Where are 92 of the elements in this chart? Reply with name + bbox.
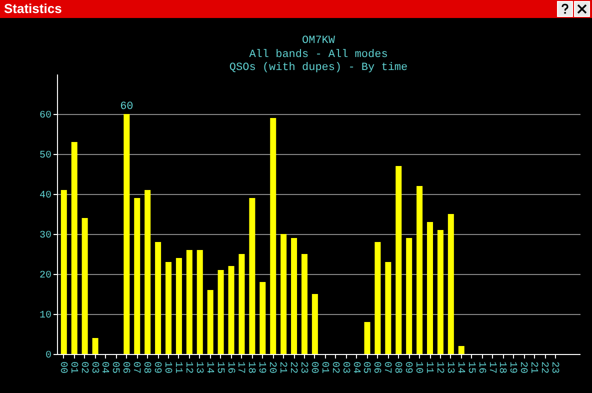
x-tick-label: 01 [67, 362, 78, 374]
x-tick-label: 19 [256, 362, 267, 374]
bar [166, 262, 172, 354]
bar [144, 190, 151, 354]
x-tick-label: 16 [475, 362, 486, 374]
bar [176, 258, 182, 354]
bar [270, 118, 276, 354]
bar [374, 242, 381, 354]
x-tick-label: 01 [318, 362, 330, 374]
x-tick-label: 16 [224, 362, 236, 374]
y-tick-label: 30 [39, 230, 52, 242]
x-tick-label: 18 [245, 362, 256, 374]
x-tick-label: 12 [182, 362, 194, 374]
bar [427, 222, 434, 354]
x-tick-label: 00 [56, 362, 68, 374]
x-tick-label: 10 [162, 362, 173, 374]
data-label: 60 [120, 101, 134, 113]
x-tick-label: 10 [412, 362, 424, 374]
bar [238, 254, 245, 354]
bar [416, 186, 423, 354]
bar [124, 114, 130, 354]
bar [71, 142, 78, 354]
bar [385, 262, 392, 354]
x-tick-label: 20 [266, 362, 278, 374]
x-tick-label: 11 [172, 362, 183, 374]
bar [228, 266, 234, 354]
bar [196, 250, 203, 354]
x-tick-label: 19 [506, 362, 518, 374]
bar [249, 198, 256, 354]
bar [364, 322, 370, 354]
x-tick-label: 17 [486, 362, 497, 374]
x-tick-label: 14 [203, 362, 214, 374]
bar [186, 250, 192, 354]
bar [60, 190, 67, 354]
x-tick-label: 02 [78, 362, 89, 374]
x-tick-label: 21 [276, 362, 288, 374]
x-tick-label: 08 [140, 362, 152, 374]
bar [458, 346, 464, 354]
x-tick-label: 13 [192, 362, 204, 374]
bar [437, 230, 444, 354]
bar [291, 238, 298, 354]
bar [155, 242, 162, 354]
x-tick-label: 07 [381, 362, 392, 374]
bar [280, 234, 287, 354]
x-tick-label: 04 [98, 362, 110, 374]
x-tick-label: 23 [297, 362, 308, 374]
bar [312, 294, 318, 354]
bar [448, 214, 454, 354]
x-tick-label: 07 [130, 362, 142, 374]
x-tick-label: 09 [402, 362, 414, 374]
x-tick-label: 23 [548, 362, 560, 374]
bar [134, 198, 140, 354]
x-tick-label: 08 [392, 362, 403, 374]
x-tick-label: 03 [339, 362, 350, 374]
x-tick-label: 21 [528, 362, 539, 374]
x-tick-label: 15 [214, 362, 225, 374]
x-tick-label: 18 [496, 362, 508, 374]
x-tick-label: 13 [444, 362, 455, 374]
x-tick-label: 15 [464, 362, 476, 374]
y-tick-label: 10 [39, 310, 52, 322]
x-tick-label: 17 [234, 362, 246, 374]
x-tick-label: 20 [517, 362, 528, 374]
x-tick-label: 14 [454, 362, 466, 374]
x-tick-label: 11 [423, 362, 434, 374]
x-tick-label: 22 [287, 362, 298, 374]
x-tick-label: 06 [120, 362, 131, 374]
x-tick-label: 09 [151, 362, 162, 374]
bar [260, 282, 266, 354]
bar [218, 270, 224, 354]
x-tick-label: 02 [328, 362, 340, 374]
x-tick-label: 04 [350, 362, 361, 374]
x-tick-label: 00 [308, 362, 319, 374]
x-tick-label: 05 [360, 362, 372, 374]
text: Statistics [4, 1, 62, 16]
bar [207, 290, 214, 354]
x-tick-label: 03 [88, 362, 100, 374]
bar [396, 166, 402, 354]
bar [301, 254, 308, 354]
bar [82, 218, 88, 354]
y-tick-label: 60 [39, 110, 52, 122]
x-tick-label: 06 [370, 362, 382, 374]
y-tick-label: 0 [45, 350, 52, 362]
bar [92, 338, 98, 354]
y-tick-label: 40 [39, 190, 52, 202]
x-tick-label: 12 [433, 362, 444, 374]
x-tick-label: 22 [538, 362, 550, 374]
y-tick-label: 20 [39, 270, 52, 282]
bar [406, 238, 412, 354]
chart-title: OM7KW [302, 35, 336, 47]
y-tick-label: 50 [39, 150, 52, 162]
x-tick-label: 05 [109, 362, 120, 374]
chart-subtitle: All bands - All modes QSOs (with dupes) - By time [229, 49, 408, 74]
